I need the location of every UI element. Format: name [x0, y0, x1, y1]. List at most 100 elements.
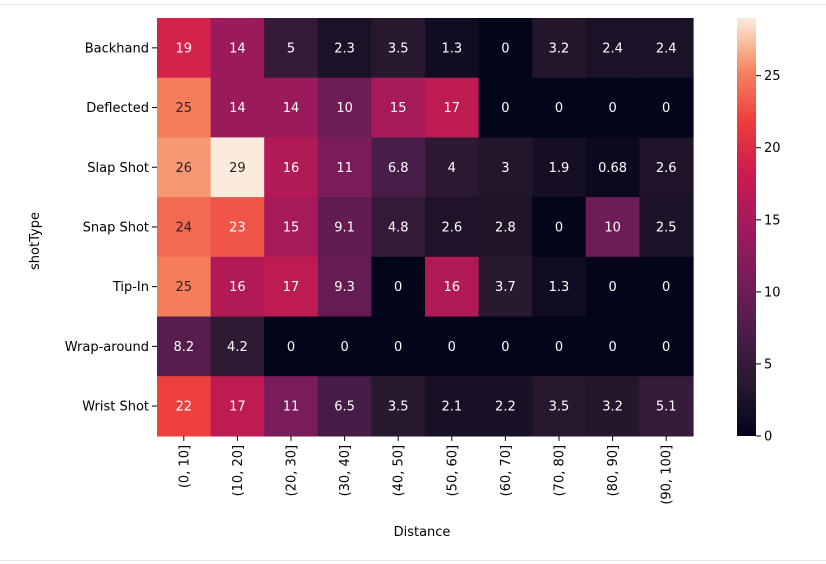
- x-tick-label: (80, 90]: [606, 445, 621, 497]
- heatmap-cell: [478, 256, 533, 318]
- cell-value-label: 16: [444, 280, 461, 295]
- x-tick-label: (60, 70]: [499, 445, 514, 497]
- cell-value-label: 5: [287, 41, 295, 56]
- cell-value-label: 2.4: [602, 41, 623, 56]
- cell-value-label: 17: [229, 400, 246, 415]
- cell-value-label: 16: [229, 280, 246, 295]
- heatmap-cell: [371, 77, 426, 138]
- cell-value-label: 9.3: [334, 280, 355, 295]
- cell-value-label: 3.7: [495, 280, 516, 295]
- cell-value-label: 0: [555, 101, 563, 116]
- cell-value-label: 15: [390, 101, 407, 116]
- heatmap-cell: [317, 197, 372, 258]
- y-axis-label: shotType: [28, 212, 43, 270]
- bottom-border: [0, 560, 826, 561]
- heatmap-cell: [371, 18, 426, 79]
- cell-value-label: 4: [448, 161, 456, 176]
- heatmap-cell: [478, 197, 533, 258]
- cell-value-label: 3: [501, 161, 509, 176]
- heatmap-cell: [317, 137, 372, 198]
- heatmap-cell: [371, 316, 426, 377]
- heatmap-cells: [157, 18, 694, 437]
- heatmap-cell: [532, 256, 587, 318]
- heatmap-cell: [210, 376, 265, 437]
- y-tick-label: Wrist Shot: [82, 400, 149, 415]
- heatmap-cell: [157, 137, 212, 198]
- heatmap-cell: [371, 197, 426, 258]
- heatmap-cell: [532, 137, 587, 198]
- cell-value-label: 3.5: [388, 400, 409, 415]
- heatmap-cell: [210, 316, 265, 377]
- y-tick-label: Backhand: [85, 41, 149, 56]
- colorbar-tick-label: 20: [764, 141, 781, 156]
- heatmap-cell: [264, 197, 319, 258]
- cell-value-label: 1.3: [549, 280, 570, 295]
- cell-value-label: 25: [176, 101, 193, 116]
- x-tick-label: (0, 10]: [177, 445, 192, 488]
- colorbar: [737, 18, 756, 436]
- colorbar-tick-label: 0: [764, 430, 772, 445]
- heatmap-cell: [425, 18, 480, 79]
- cell-value-label: 0: [394, 280, 402, 295]
- heatmap-cell-labels: 19 14 5 2.3 3.5 1.3 0 3.2 2.4 2.4 25 14 14 10 15 17 0 0 0 0…: [173, 41, 676, 414]
- heatmap-cell: [639, 137, 694, 198]
- cell-value-label: 29: [229, 161, 246, 176]
- cell-value-label: 0: [287, 340, 295, 355]
- top-border: [0, 4, 826, 5]
- cell-value-label: 2.8: [495, 220, 516, 235]
- heatmap-cell: [478, 316, 533, 377]
- heatmap-cell: [425, 77, 480, 138]
- heatmap-cell: [210, 77, 265, 138]
- colorbar-tick-label: 25: [764, 69, 781, 84]
- heatmap-cell: [585, 376, 640, 437]
- cell-value-label: 25: [176, 280, 193, 295]
- cell-value-label: 24: [176, 220, 193, 235]
- cell-value-label: 16: [283, 161, 300, 176]
- cell-value-label: 2.4: [656, 41, 677, 56]
- y-tick-label: Deflected: [86, 101, 149, 116]
- y-tick-label: Tip-In: [112, 280, 149, 295]
- cell-value-label: 2.6: [441, 220, 462, 235]
- cell-value-label: 6.8: [388, 161, 409, 176]
- heatmap-cell: [210, 137, 265, 198]
- heatmap-cell: [585, 77, 640, 138]
- heatmap-cell: [157, 197, 212, 258]
- heatmap-cell: [264, 256, 319, 318]
- heatmap-cell: [639, 197, 694, 258]
- cell-value-label: 22: [176, 400, 193, 415]
- cell-value-label: 2.2: [495, 400, 516, 415]
- cell-value-label: 6.5: [334, 400, 355, 415]
- x-axis-label: Distance: [394, 525, 451, 540]
- cell-value-label: 0: [501, 41, 509, 56]
- heatmap-cell: [532, 316, 587, 377]
- cell-value-label: 15: [283, 220, 300, 235]
- cell-value-label: 8.2: [173, 340, 194, 355]
- heatmap-cell: [585, 18, 640, 79]
- heatmap-cell: [478, 18, 533, 79]
- cell-value-label: 0: [501, 101, 509, 116]
- heatmap-cell: [157, 77, 212, 138]
- heatmap-cell: [585, 316, 640, 377]
- cell-value-label: 0: [448, 340, 456, 355]
- cell-value-label: 1.3: [441, 41, 462, 56]
- cell-value-label: 0: [608, 280, 616, 295]
- heatmap-cell: [371, 256, 426, 318]
- cell-value-label: 2.6: [656, 161, 677, 176]
- cell-value-label: 1.9: [549, 161, 570, 176]
- x-tick-label: (90, 100]: [660, 445, 675, 505]
- x-tick-label: (20, 30]: [285, 445, 300, 497]
- cell-value-label: 0: [555, 340, 563, 355]
- heatmap-cell: [157, 256, 212, 318]
- heatmap-cell: [425, 376, 480, 437]
- heatmap-cell: [478, 137, 533, 198]
- heatmap-cell: [157, 18, 212, 79]
- heatmap-cell: [425, 137, 480, 198]
- cell-value-label: 0: [501, 340, 509, 355]
- cell-value-label: 17: [283, 280, 300, 295]
- cell-value-label: 19: [176, 41, 193, 56]
- cell-value-label: 0: [608, 101, 616, 116]
- heatmap-cell: [425, 316, 480, 377]
- cell-value-label: 17: [444, 101, 461, 116]
- heatmap-cell: [371, 376, 426, 437]
